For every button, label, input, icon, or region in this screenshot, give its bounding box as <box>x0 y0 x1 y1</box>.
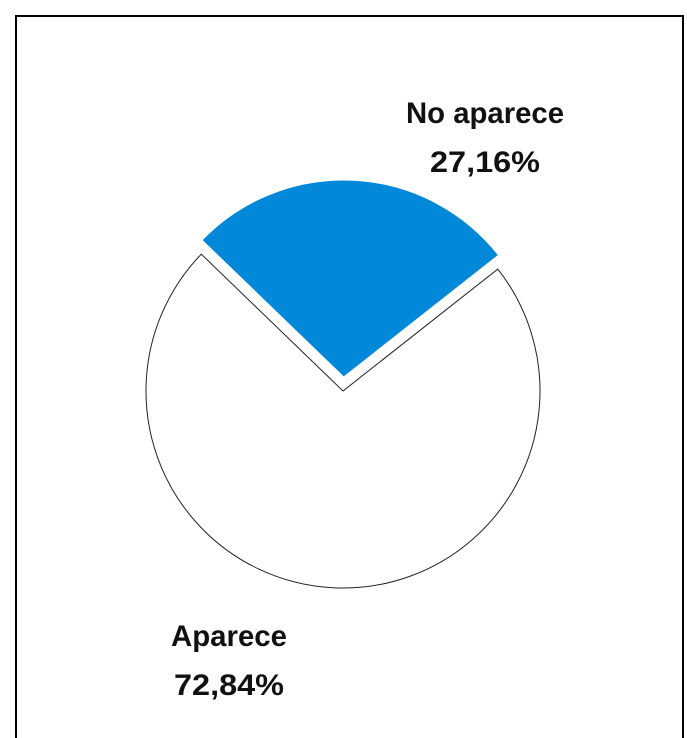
pie-slices <box>145 179 541 589</box>
slice-value-no-aparece: 27,16% <box>430 146 540 179</box>
chart-frame <box>15 15 684 738</box>
pie-slice-no-aparece <box>201 179 500 378</box>
slice-label-no-aparece: No aparece <box>406 97 564 130</box>
slice-value-aparece: 72,84% <box>174 669 284 702</box>
pie-slice-aparece <box>145 253 541 589</box>
slice-label-aparece: Aparece <box>171 620 287 653</box>
